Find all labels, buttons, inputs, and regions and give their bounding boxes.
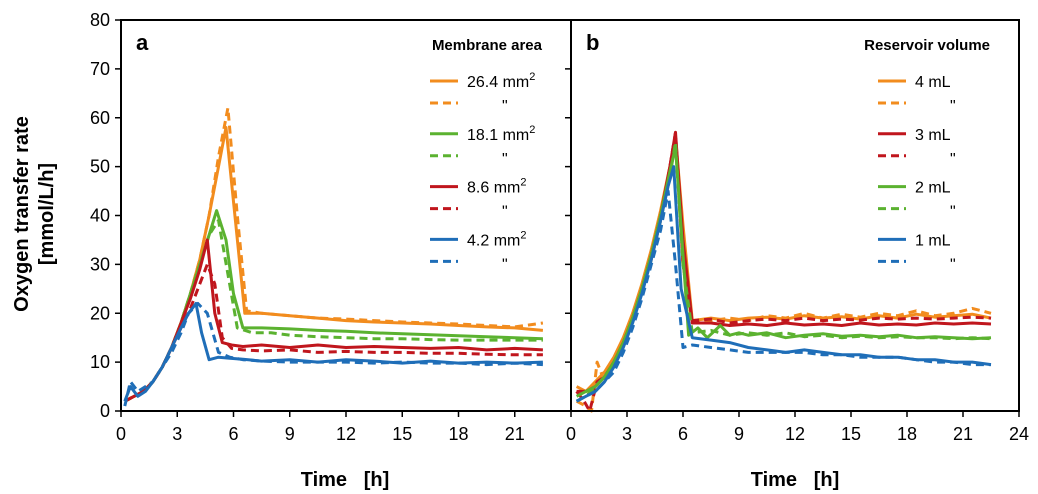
- series-line-b-3: [575, 130, 992, 413]
- panel-b-x-axis-title: Time [h]: [751, 469, 840, 491]
- legend-ditto-mark: ": [950, 151, 956, 168]
- x-tick-label: 18: [897, 424, 917, 444]
- legend-label-a-6: 4.2 mm2: [467, 229, 526, 249]
- x-tick-label: 15: [841, 424, 861, 444]
- legend-ditto-mark: ": [502, 204, 508, 221]
- panel-a: 0 3 6 9 12 15 18 21 0 10 20 30 40 50 60 70 80 a Membrane…: [90, 10, 572, 491]
- series-line-b-6: [575, 165, 992, 403]
- legend-label-b-6: 1 mL: [915, 232, 951, 249]
- legend-label-b-2: 3 mL: [915, 127, 951, 144]
- x-tick-label: 3: [622, 424, 632, 444]
- y-axis-title-line1: Oxygen transfer rate: [11, 116, 33, 312]
- legend-ditto-mark: ": [950, 256, 956, 273]
- x-tick-label: 6: [678, 424, 688, 444]
- x-tick-label: 18: [448, 424, 468, 444]
- x-tick-label: 0: [566, 424, 576, 444]
- legend-ditto-mark: ": [502, 151, 508, 168]
- x-tick-label: 12: [785, 424, 805, 444]
- y-tick-label: 30: [90, 254, 110, 274]
- x-tick-label: 21: [505, 424, 525, 444]
- series-line-b-5: [575, 140, 992, 403]
- panel-b-letter: b: [586, 30, 599, 55]
- x-tick-label: 12: [336, 424, 356, 444]
- legend-label-a-2: 18.1 mm2: [467, 124, 535, 144]
- y-tick-label: 0: [100, 401, 110, 421]
- x-tick-label: 21: [953, 424, 973, 444]
- x-tick-label: 0: [116, 424, 126, 444]
- legend-label-a-0: 26.4 mm2: [467, 71, 535, 91]
- x-tick-label: 6: [228, 424, 238, 444]
- x-tick-label: 9: [285, 424, 295, 444]
- legend-label-a-4: 8.6 mm2: [467, 177, 526, 197]
- panel-a-letter: a: [136, 30, 149, 55]
- x-tick-label: 15: [392, 424, 412, 444]
- x-tick-label: 9: [734, 424, 744, 444]
- legend-ditto-mark: ": [502, 256, 508, 273]
- y-tick-label: 70: [90, 59, 110, 79]
- legend-ditto-mark: ": [950, 204, 956, 221]
- panel-b: 0 3 6 9 12 15 18 21 24 b Reservoir volume 4 mL " 3…: [565, 19, 1029, 491]
- series-line-b-7: [575, 189, 991, 403]
- legend-label-b-0: 4 mL: [915, 74, 951, 91]
- y-tick-label: 20: [90, 303, 110, 323]
- y-tick-label: 50: [90, 157, 110, 177]
- legend-ditto-mark: ": [950, 98, 956, 115]
- legend-label-b-4: 2 mL: [915, 180, 951, 197]
- legend-ditto-mark: ": [502, 98, 508, 115]
- y-tick-label: 80: [90, 10, 110, 30]
- panel-b-legend-title: Reservoir volume: [864, 37, 990, 54]
- panel-a-x-axis-title: Time [h]: [301, 469, 390, 491]
- panel-a-legend-title: Membrane area: [432, 37, 543, 54]
- y-tick-label: 10: [90, 352, 110, 372]
- x-tick-label: 3: [172, 424, 182, 444]
- y-tick-label: 40: [90, 206, 110, 226]
- y-tick-label: 60: [90, 108, 110, 128]
- y-axis-title-line2: [mmol/L/h]: [36, 163, 58, 265]
- series-line-a-5: [124, 262, 543, 403]
- series-line-a-1: [124, 106, 544, 403]
- series-line-a-7: [123, 302, 543, 407]
- x-tick-label: 24: [1009, 424, 1029, 444]
